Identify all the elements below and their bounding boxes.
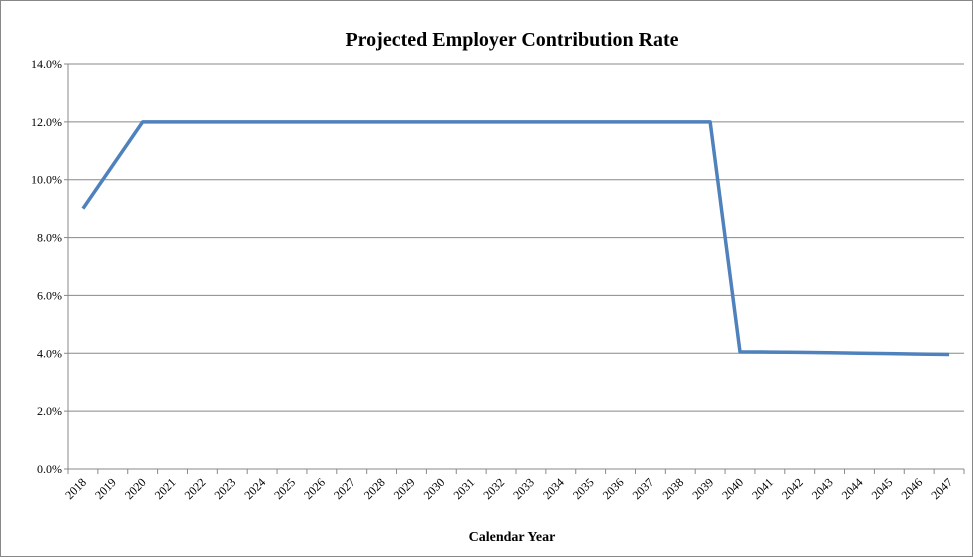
y-tick-label: 10.0%	[31, 173, 62, 187]
x-axis-title: Calendar Year	[469, 530, 556, 545]
y-tick-label: 8.0%	[37, 231, 62, 245]
y-tick-label: 4.0%	[37, 346, 62, 360]
y-tick-label: 12.0%	[31, 115, 62, 129]
y-tick-label: 2.0%	[37, 404, 62, 418]
y-tick-label: 14.0%	[31, 57, 62, 71]
chart-title: Projected Employer Contribution Rate	[345, 29, 678, 51]
y-tick-label: 0.0%	[37, 462, 62, 476]
y-tick-label: 6.0%	[37, 288, 62, 302]
line-series	[81, 120, 950, 357]
